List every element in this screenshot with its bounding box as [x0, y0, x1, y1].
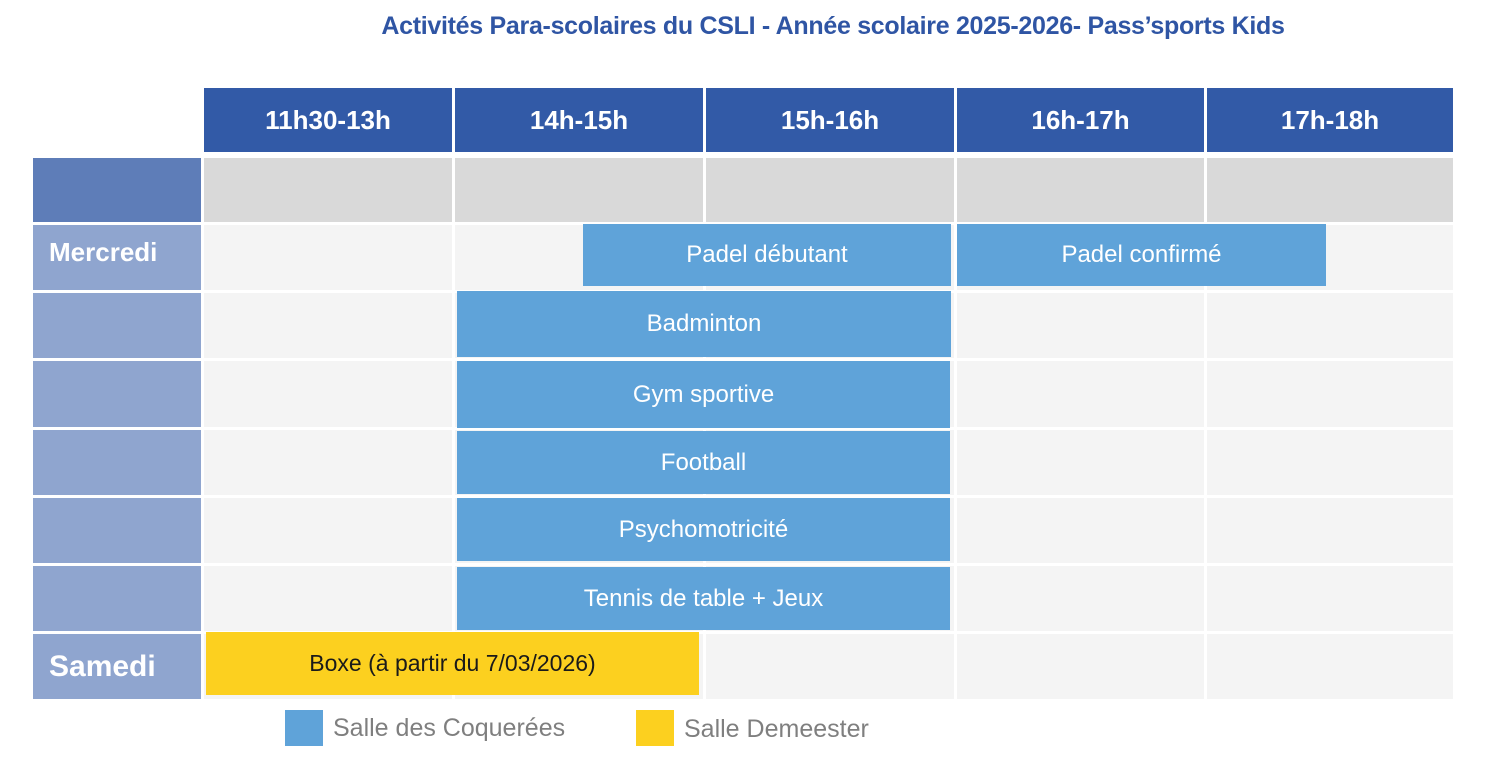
day-label-saturday: Samedi	[33, 634, 201, 699]
activity-block: Badminton	[457, 291, 951, 357]
grid-cell	[706, 634, 954, 699]
time-slot-header: 15h-16h	[706, 88, 954, 152]
grid-cell	[204, 498, 452, 563]
grid-cell	[1207, 430, 1453, 495]
day-cell	[33, 430, 201, 495]
day-header-cell	[33, 158, 201, 222]
legend-swatch-blue	[285, 710, 323, 746]
legend-label: Salle Demeester	[684, 715, 869, 743]
grid-cell	[204, 225, 452, 290]
page-title: Activités Para-scolaires du CSLI - Année…	[381, 12, 1285, 40]
day-label-wednesday: Mercredi	[33, 225, 201, 290]
grid-cell	[957, 498, 1204, 563]
grid-cell	[204, 566, 452, 631]
grid-cell	[706, 158, 954, 222]
grid-cell	[455, 158, 703, 222]
grid-cell	[957, 634, 1204, 699]
legend-label: Salle des Coquerées	[333, 714, 566, 742]
grid-cell	[957, 361, 1204, 427]
grid-cell	[957, 566, 1204, 631]
grid-cell	[1207, 293, 1453, 358]
grid-cell	[1207, 634, 1453, 699]
grid-cell	[1207, 566, 1453, 631]
grid-cell	[204, 158, 452, 222]
time-slot-header: 14h-15h	[455, 88, 703, 152]
time-slot-header: 17h-18h	[1207, 88, 1453, 152]
day-cell	[33, 293, 201, 358]
activity-block: Padel confirmé	[957, 224, 1326, 286]
activity-block: Padel débutant	[583, 224, 951, 286]
grid-cell	[204, 430, 452, 495]
grid-cell	[957, 430, 1204, 495]
day-cell	[33, 566, 201, 631]
time-slot-header: 11h30-13h	[204, 88, 452, 152]
activity-block: Football	[457, 431, 950, 494]
activity-block: Tennis de table + Jeux	[457, 567, 950, 630]
activity-block-boxe: Boxe (à partir du 7/03/2026)	[206, 632, 699, 695]
time-slot-header: 16h-17h	[957, 88, 1204, 152]
day-cell	[33, 361, 201, 427]
grid-cell	[204, 293, 452, 358]
grid-cell	[1207, 361, 1453, 427]
grid-cell	[957, 293, 1204, 358]
activity-block: Psychomotricité	[457, 498, 950, 561]
grid-cell	[204, 361, 452, 427]
grid-cell	[957, 158, 1204, 222]
activity-block: Gym sportive	[457, 361, 950, 428]
grid-cell	[1207, 498, 1453, 563]
grid-cell	[1207, 158, 1453, 222]
day-cell	[33, 498, 201, 563]
legend-swatch-yellow	[636, 710, 674, 746]
